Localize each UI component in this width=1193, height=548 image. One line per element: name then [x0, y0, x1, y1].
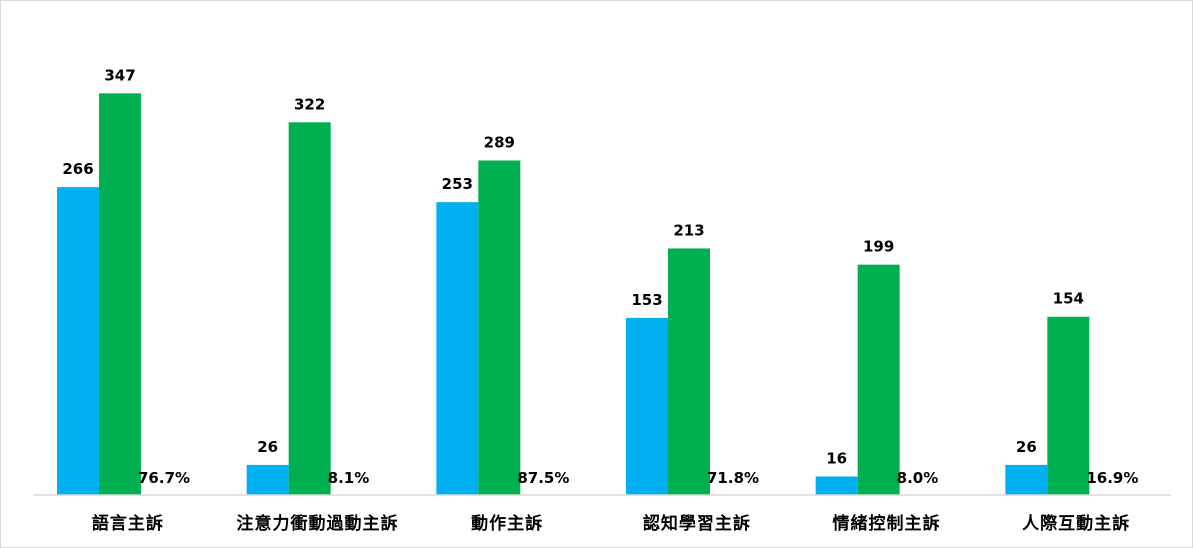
- percent-label-1: 8.1%: [328, 469, 370, 487]
- data-label-series1-4: 16: [826, 449, 847, 467]
- data-label-series2-1: 322: [294, 95, 325, 113]
- data-label-series2-4: 199: [863, 238, 894, 256]
- data-label-series1-3: 153: [631, 291, 662, 309]
- bar-series1-1: [246, 464, 289, 495]
- percent-label-0: 76.7%: [138, 469, 190, 487]
- bar-series1-2: [436, 202, 479, 495]
- bar-series2-1: [288, 122, 331, 495]
- category-label-4: 情緒控制主訴: [833, 513, 941, 534]
- bar-series2-0: [99, 93, 141, 495]
- bars-layer: [57, 93, 1090, 496]
- bar-series1-3: [626, 317, 668, 495]
- data-label-series1-2: 253: [442, 175, 473, 193]
- category-label-3: 認知學習主訴: [643, 513, 751, 534]
- percent-label-2: 87.5%: [517, 469, 569, 487]
- percent-label-4: 8.0%: [897, 469, 939, 487]
- data-label-series1-5: 26: [1016, 438, 1037, 456]
- bar-series2-3: [668, 248, 710, 495]
- data-label-series1-1: 26: [257, 438, 278, 456]
- labels-layer: 266 347 76.7% 語言主訴 26 322 8.1% 注意力衝動過動主訴 253 289 8…: [62, 66, 1138, 534]
- data-label-series2-5: 154: [1053, 290, 1084, 308]
- bar-series2-2: [478, 160, 521, 496]
- category-label-5: 人際互動主訴: [1022, 513, 1130, 534]
- percent-label-3: 71.8%: [707, 469, 759, 487]
- category-label-1: 注意力衝動過動主訴: [237, 513, 399, 534]
- data-label-series2-0: 347: [104, 66, 135, 84]
- bar-series2-4: [857, 264, 900, 495]
- bar-series1-0: [57, 187, 99, 496]
- percent-label-5: 16.9%: [1086, 469, 1138, 487]
- category-label-2: 動作主訴: [471, 513, 543, 534]
- bar-series1-5: [1005, 464, 1048, 495]
- data-label-series2-2: 289: [484, 133, 515, 151]
- data-label-series2-3: 213: [673, 221, 704, 239]
- category-label-0: 語言主訴: [92, 513, 164, 534]
- bar-series2-5: [1047, 316, 1090, 495]
- bar-series1-4: [815, 476, 858, 495]
- data-label-series1-0: 266: [62, 160, 93, 178]
